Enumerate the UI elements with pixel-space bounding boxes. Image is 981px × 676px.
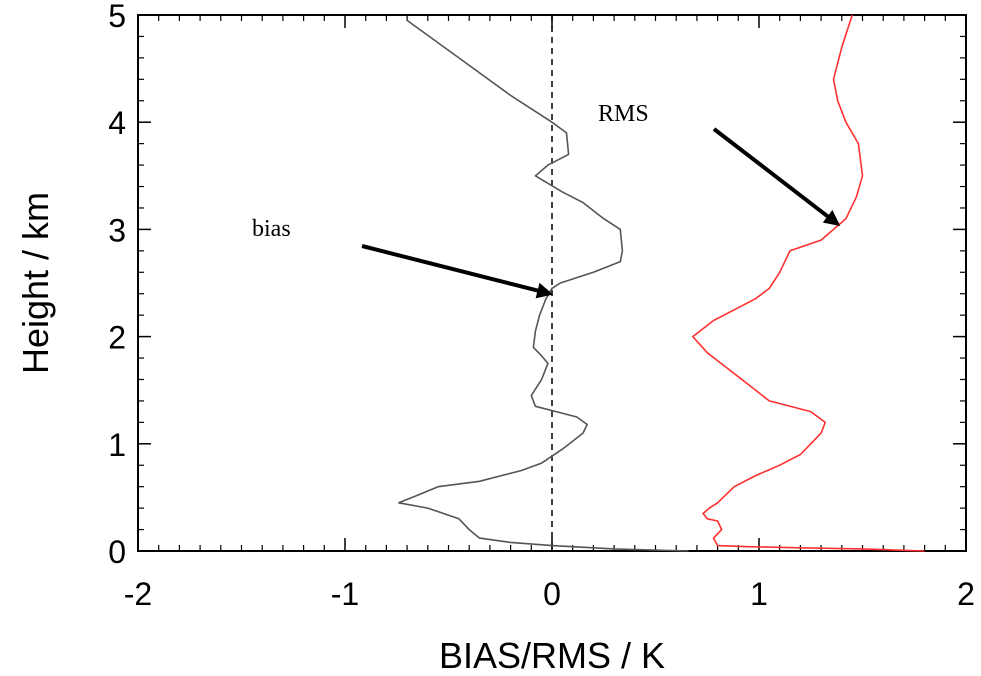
annotation-arrow-rms [712,127,841,226]
x-tick-label: -2 [124,576,152,612]
y-tick-label: 0 [108,534,126,570]
x-axis-title: BIAS/RMS / K [439,635,665,676]
major-ticks [137,14,967,552]
annotation-layer: bias RMS [252,101,841,299]
series-line-1 [397,19,689,552]
y-tick-label: 1 [108,427,126,463]
x-tick-label: 1 [750,576,768,612]
y-tick-label: 4 [108,105,126,141]
y-tick-labels: 0 1 2 3 4 5 [108,0,126,570]
annotation-label-bias: bias [252,216,291,242]
series-line-2 [691,14,925,552]
y-axis-title: Height / km [15,192,56,374]
y-tick-label: 3 [108,212,126,248]
minor-ticks [138,15,966,551]
annotation-label-rms: RMS [598,101,649,127]
x-tick-label: 0 [543,576,561,612]
x-tick-label: -1 [331,576,359,612]
x-tick-label: 2 [957,576,975,612]
y-tick-label: 5 [108,0,126,34]
x-tick-labels: -2 -1 0 1 2 [124,576,975,612]
series-layer [397,14,925,552]
y-tick-label: 2 [108,320,126,356]
annotation-arrow-bias [361,244,554,299]
